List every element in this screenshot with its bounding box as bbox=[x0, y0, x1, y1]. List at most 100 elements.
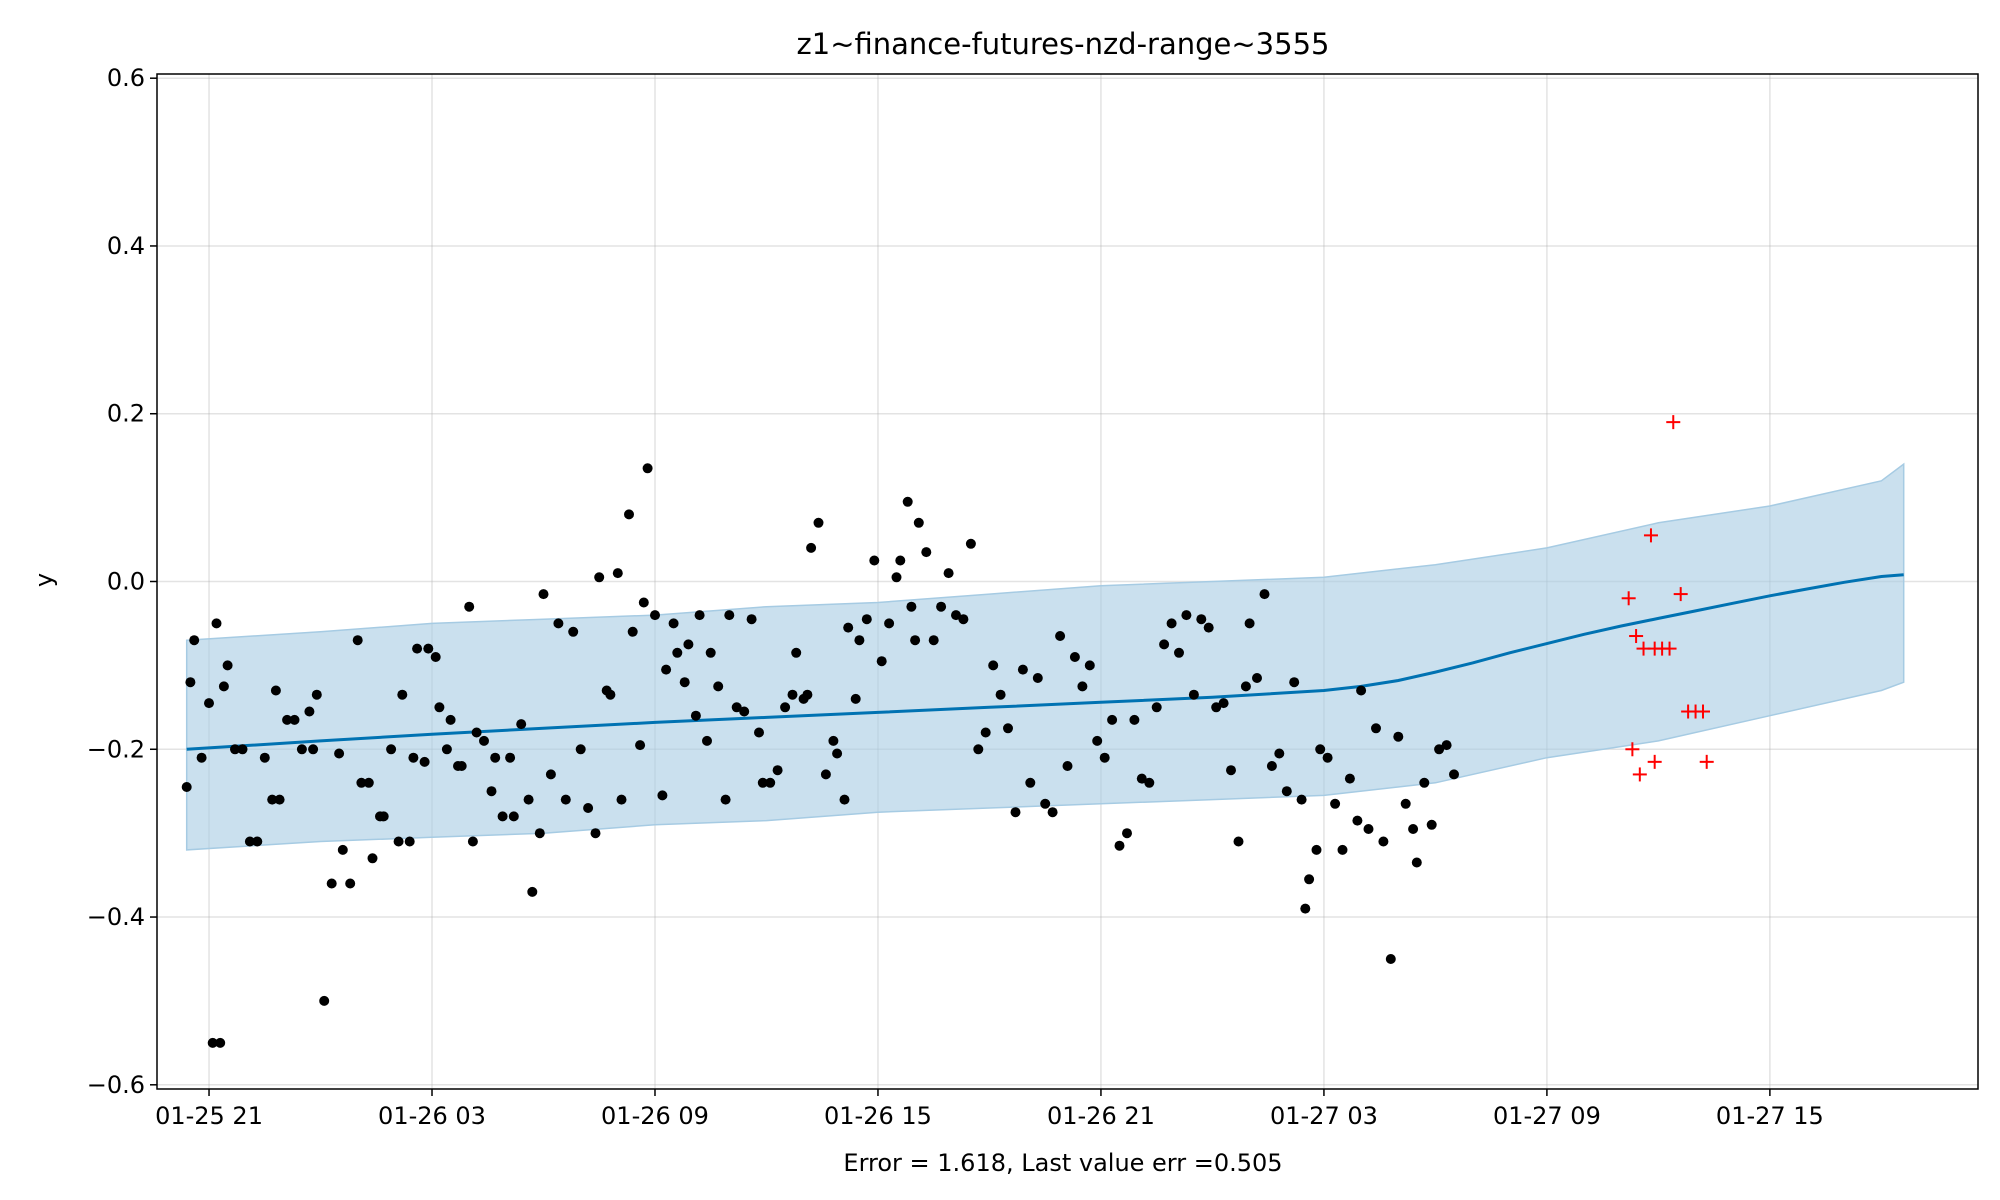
observed-point bbox=[1226, 765, 1236, 776]
holdout-cross bbox=[1621, 591, 1636, 606]
observed-point bbox=[1196, 614, 1207, 625]
holdout-cross bbox=[1699, 754, 1714, 769]
observed-point bbox=[497, 811, 508, 822]
observed-point bbox=[1017, 664, 1028, 675]
observed-point bbox=[274, 794, 285, 805]
observed-points bbox=[181, 463, 1459, 1048]
observed-point bbox=[1289, 677, 1300, 688]
observed-point bbox=[423, 643, 434, 654]
observed-point bbox=[876, 656, 887, 667]
observed-point bbox=[624, 509, 634, 520]
observed-point bbox=[672, 647, 683, 658]
observed-point bbox=[1330, 798, 1341, 809]
observed-point bbox=[1281, 786, 1292, 797]
observed-point bbox=[806, 542, 817, 553]
observed-point bbox=[1151, 702, 1162, 713]
observed-point bbox=[527, 886, 538, 897]
observed-point bbox=[419, 756, 430, 767]
observed-point bbox=[731, 702, 742, 713]
observed-point bbox=[296, 744, 307, 755]
x-tick-label: 01-27 15 bbox=[1716, 1102, 1824, 1130]
observed-point bbox=[334, 748, 345, 759]
uncertainty-band bbox=[185, 462, 1905, 851]
observed-point bbox=[1371, 723, 1381, 734]
observed-point bbox=[1296, 794, 1307, 805]
holdout-cross bbox=[1647, 754, 1662, 769]
observed-point bbox=[802, 689, 813, 700]
observed-point bbox=[1129, 714, 1140, 725]
observed-point bbox=[1408, 824, 1419, 834]
y-tick-label: 0.2 bbox=[107, 400, 145, 428]
observed-point bbox=[345, 878, 356, 889]
observed-point bbox=[1025, 777, 1036, 788]
observed-point bbox=[832, 748, 843, 759]
observed-point bbox=[1159, 639, 1170, 650]
y-tick-label: −0.6 bbox=[87, 1071, 145, 1099]
observed-point bbox=[252, 836, 263, 847]
observed-point bbox=[1211, 702, 1222, 713]
observed-point bbox=[218, 681, 229, 692]
observed-point bbox=[1419, 777, 1430, 788]
x-tick-label: 01-26 15 bbox=[824, 1102, 932, 1130]
observed-point bbox=[1077, 681, 1088, 692]
observed-point bbox=[430, 652, 441, 662]
observed-point bbox=[1259, 589, 1270, 600]
observed-point bbox=[538, 589, 549, 600]
observed-point bbox=[1400, 798, 1411, 809]
observed-point bbox=[988, 660, 999, 671]
observed-point bbox=[1337, 844, 1348, 855]
observed-point bbox=[1055, 631, 1066, 641]
observed-point bbox=[594, 572, 605, 583]
observed-point bbox=[995, 689, 1006, 700]
observed-point bbox=[861, 614, 872, 625]
observed-point bbox=[189, 635, 200, 646]
observed-point bbox=[215, 1037, 226, 1048]
observed-point bbox=[627, 626, 638, 637]
observed-point bbox=[1434, 744, 1445, 755]
observed-point bbox=[1144, 777, 1155, 788]
observed-point bbox=[583, 803, 594, 813]
observed-point bbox=[404, 836, 415, 847]
observed-point bbox=[289, 714, 300, 725]
gridlines bbox=[157, 74, 1978, 1089]
observed-point bbox=[705, 647, 716, 658]
observed-point bbox=[787, 689, 798, 700]
holdout-cross bbox=[1625, 742, 1640, 757]
observed-point bbox=[211, 618, 222, 629]
observed-point bbox=[412, 643, 423, 654]
y-axis-label: y bbox=[30, 573, 58, 587]
observed-point bbox=[560, 794, 571, 805]
observed-point bbox=[828, 735, 839, 746]
observed-point bbox=[1092, 735, 1103, 746]
observed-point bbox=[545, 769, 556, 780]
x-tick-label: 01-26 09 bbox=[601, 1102, 709, 1130]
observed-point bbox=[486, 786, 497, 797]
observed-point bbox=[965, 538, 976, 549]
observed-point bbox=[326, 878, 337, 889]
observed-point bbox=[657, 790, 668, 801]
observed-point bbox=[1315, 744, 1326, 755]
observed-point bbox=[270, 685, 281, 696]
x-tick-label: 01-25 21 bbox=[155, 1102, 263, 1130]
observed-point bbox=[843, 622, 854, 633]
observed-point bbox=[1244, 618, 1255, 629]
observed-point bbox=[1274, 748, 1285, 759]
observed-point bbox=[1166, 618, 1177, 629]
observed-point bbox=[791, 647, 802, 658]
observed-point bbox=[1010, 807, 1021, 818]
observed-point bbox=[713, 681, 724, 692]
observed-point bbox=[1363, 824, 1374, 834]
holdout-cross bbox=[1632, 767, 1647, 782]
observed-point bbox=[1266, 761, 1277, 771]
observed-point bbox=[1233, 836, 1244, 847]
observed-point bbox=[204, 698, 214, 709]
observed-point bbox=[267, 794, 278, 805]
observed-point bbox=[505, 752, 516, 763]
observed-point bbox=[720, 794, 731, 805]
observed-point bbox=[1352, 815, 1363, 826]
observed-point bbox=[1218, 698, 1229, 709]
observed-point bbox=[694, 610, 705, 621]
observed-point bbox=[739, 706, 750, 717]
observed-point bbox=[1344, 773, 1355, 784]
observed-point bbox=[1393, 731, 1404, 742]
